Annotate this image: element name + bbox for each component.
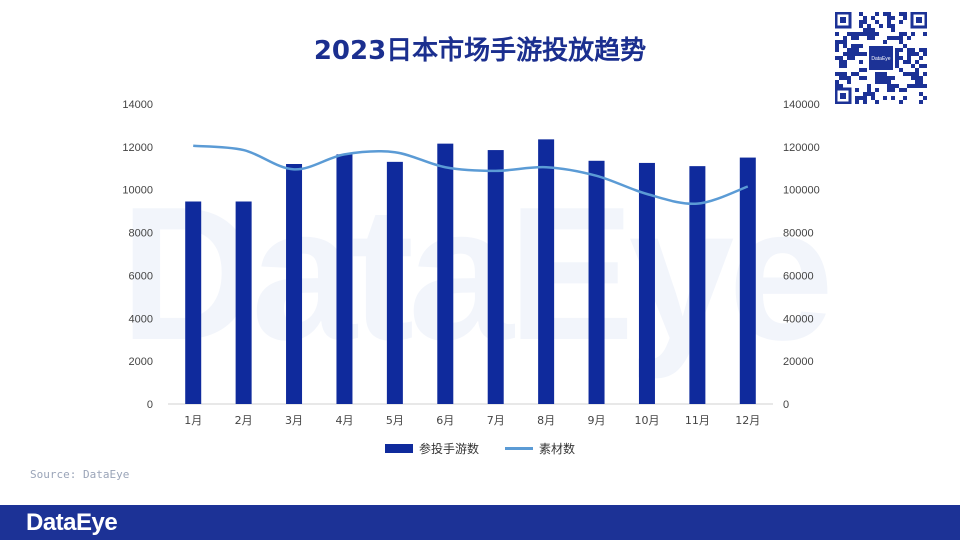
footer-bar: DataEye: [0, 505, 960, 540]
x-tick-label: 9月: [588, 414, 606, 427]
bar: [185, 201, 202, 404]
bar: [689, 166, 706, 404]
x-tick-label: 7月: [487, 414, 505, 427]
x-tick-label: 2月: [235, 414, 253, 427]
y-right-tick-label: 100000: [783, 185, 820, 197]
y-left-tick-label: 12000: [122, 142, 153, 154]
bar: [386, 161, 403, 404]
bar: [286, 164, 303, 404]
bar: [336, 154, 353, 404]
qr-center-label: DataEye: [871, 56, 890, 62]
x-tick-label: 8月: [537, 414, 555, 427]
x-tick-label: 12月: [735, 414, 760, 427]
legend-line-label: 素材数: [539, 442, 576, 456]
bar: [487, 150, 504, 404]
y-right-tick-label: 60000: [783, 270, 814, 282]
line-series-素材数: [193, 144, 749, 206]
legend-item-line: 素材数: [505, 440, 575, 457]
legend-line-swatch: [505, 447, 533, 450]
y-right-tick-label: 80000: [783, 228, 814, 240]
source-note: Source: DataEye: [30, 468, 130, 481]
x-tick-label: 3月: [285, 414, 303, 427]
legend: 参投手游数 素材数: [0, 440, 960, 457]
bar: [538, 139, 555, 404]
x-tick-label: 6月: [436, 414, 454, 427]
legend-item-bar: 参投手游数: [384, 440, 479, 457]
x-tick-label: 10月: [634, 414, 659, 427]
y-left-tick-label: 8000: [129, 228, 153, 240]
x-tick-label: 5月: [386, 414, 404, 427]
qr-code: DataEye: [835, 12, 927, 104]
y-left-tick-label: 2000: [129, 356, 153, 368]
x-tick-label: 4月: [335, 414, 353, 427]
footer-logo: DataEye: [26, 509, 118, 536]
legend-bar-swatch: [384, 444, 413, 453]
bar: [588, 160, 605, 404]
chart-title: 2023日本市场手游投放趋势: [313, 36, 647, 66]
bar: [437, 143, 454, 404]
y-right-tick-label: 120000: [783, 142, 820, 154]
y-right-tick-label: 20000: [783, 356, 814, 368]
y-left-tick-label: 4000: [129, 313, 153, 325]
y-right-tick-label: 140000: [783, 99, 820, 111]
y-left-tick-label: 0: [147, 399, 153, 411]
y-right-tick-label: 40000: [783, 313, 814, 325]
y-right-tick-label: 0: [783, 399, 789, 411]
bar: [235, 201, 252, 404]
x-tick-label: 11月: [685, 414, 710, 427]
y-left-tick-label: 14000: [122, 99, 153, 111]
legend-bar-label: 参投手游数: [418, 442, 479, 456]
y-left-tick-label: 10000: [122, 185, 153, 197]
bar: [739, 157, 756, 404]
bar: [638, 162, 655, 404]
x-tick-label: 1月: [184, 414, 202, 427]
y-left-tick-label: 6000: [129, 270, 153, 282]
